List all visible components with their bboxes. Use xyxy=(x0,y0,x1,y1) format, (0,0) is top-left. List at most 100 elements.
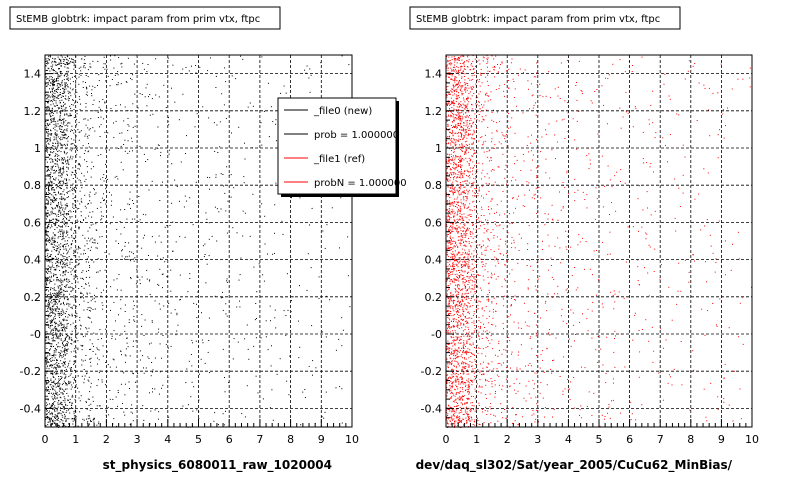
data-point xyxy=(56,170,57,171)
data-point xyxy=(63,296,65,298)
data-point xyxy=(447,326,449,328)
data-point xyxy=(54,268,56,270)
data-point xyxy=(54,78,55,80)
data-point xyxy=(152,113,154,115)
data-point xyxy=(51,387,53,389)
data-point xyxy=(457,140,459,142)
data-point xyxy=(87,119,89,121)
data-point xyxy=(453,176,455,178)
data-point xyxy=(451,208,453,210)
data-point xyxy=(215,75,217,77)
data-point xyxy=(141,276,143,278)
data-point xyxy=(64,208,66,210)
data-point xyxy=(454,340,456,341)
data-point xyxy=(102,345,104,347)
data-point xyxy=(449,219,450,221)
data-point xyxy=(260,122,262,124)
data-point xyxy=(56,327,58,329)
data-point xyxy=(49,185,51,187)
data-point xyxy=(454,342,456,344)
data-point xyxy=(69,303,71,305)
data-point xyxy=(70,267,72,269)
data-point xyxy=(449,256,451,258)
data-point xyxy=(63,293,65,295)
data-point xyxy=(55,245,57,247)
data-point xyxy=(83,65,85,67)
data-point xyxy=(67,125,69,127)
data-point xyxy=(456,106,458,108)
data-point xyxy=(78,76,80,78)
data-point xyxy=(53,120,55,122)
data-point xyxy=(64,378,66,380)
data-point xyxy=(51,420,53,421)
data-point xyxy=(90,246,92,248)
data-point xyxy=(59,63,61,65)
data-point xyxy=(459,120,461,122)
data-point xyxy=(453,381,455,383)
data-point xyxy=(62,246,64,248)
data-point xyxy=(454,260,456,262)
data-point xyxy=(53,300,55,302)
data-point xyxy=(456,391,458,393)
data-point xyxy=(60,274,62,276)
data-point xyxy=(223,104,225,106)
data-point xyxy=(57,219,59,221)
data-point xyxy=(448,76,449,78)
data-point xyxy=(447,425,449,427)
data-point xyxy=(460,355,462,357)
data-point xyxy=(455,124,457,126)
data-point xyxy=(60,293,62,295)
data-point xyxy=(50,360,52,362)
data-point xyxy=(45,352,47,354)
data-point xyxy=(230,196,232,198)
data-point xyxy=(459,387,461,389)
data-point xyxy=(108,191,110,193)
data-point xyxy=(459,350,461,352)
data-point xyxy=(132,420,134,422)
data-point xyxy=(456,312,458,314)
data-point xyxy=(226,280,228,282)
data-point xyxy=(66,303,68,305)
data-point xyxy=(48,365,50,367)
data-point xyxy=(56,367,58,369)
data-point xyxy=(56,419,58,421)
data-point xyxy=(123,226,125,228)
data-point xyxy=(298,320,299,322)
data-point xyxy=(78,131,80,133)
data-point xyxy=(449,319,451,321)
data-point xyxy=(460,133,462,134)
data-point xyxy=(457,231,459,233)
data-point xyxy=(135,283,137,285)
data-point xyxy=(458,293,459,295)
data-point xyxy=(72,104,74,106)
data-point xyxy=(204,362,206,364)
y-tick-label: 0.6 xyxy=(24,216,42,229)
data-point xyxy=(459,112,461,114)
data-point xyxy=(255,337,257,339)
data-point xyxy=(57,385,59,387)
data-point xyxy=(51,320,53,322)
data-point xyxy=(72,156,74,158)
data-point xyxy=(48,224,49,226)
data-point xyxy=(460,409,461,411)
data-point xyxy=(246,324,248,326)
data-point xyxy=(62,163,64,165)
data-point xyxy=(56,163,58,165)
data-point xyxy=(70,324,72,326)
data-point xyxy=(450,377,452,379)
data-point xyxy=(85,75,87,76)
data-point xyxy=(71,143,73,145)
data-point xyxy=(71,150,73,152)
data-point xyxy=(49,421,51,423)
data-point xyxy=(50,134,52,136)
data-point xyxy=(67,168,69,170)
data-point xyxy=(49,183,50,185)
data-point xyxy=(62,238,64,240)
data-point xyxy=(45,243,47,245)
data-point xyxy=(61,95,63,97)
legend-entry-label: _file0 (new) xyxy=(313,106,372,117)
data-point xyxy=(87,421,89,423)
data-point xyxy=(66,296,68,298)
data-point xyxy=(461,347,463,349)
data-point xyxy=(62,301,64,303)
